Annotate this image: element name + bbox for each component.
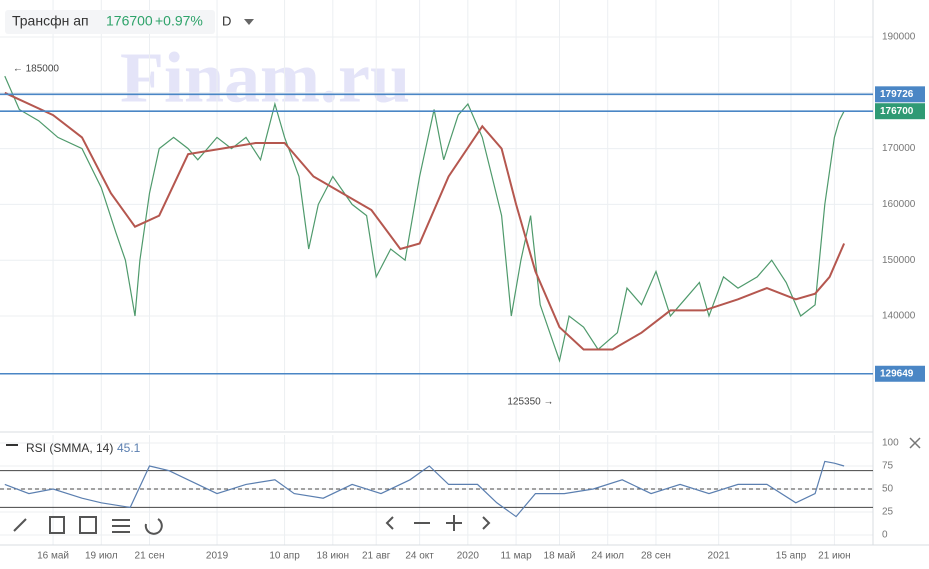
rsi-icon[interactable] — [6, 444, 18, 446]
y-tick-label: 190000 — [882, 32, 916, 43]
x-tick-label: 2021 — [708, 551, 731, 562]
interval[interactable]: D — [222, 13, 231, 28]
level-label: 176700 — [880, 106, 914, 117]
y-tick-label: 150000 — [882, 255, 916, 266]
x-tick-label: 10 апр — [269, 551, 300, 562]
x-tick-label: 2020 — [457, 551, 480, 562]
toolbar — [13, 515, 491, 535]
annotation: 125350 → — [507, 396, 553, 407]
y-tick-label: 50 — [882, 484, 894, 495]
y-tick-label: 140000 — [882, 311, 916, 322]
y-tick-label: 100 — [882, 438, 899, 449]
pan-left[interactable] — [385, 516, 394, 530]
level-label: 179726 — [880, 89, 914, 100]
y-tick-label: 25 — [882, 507, 894, 518]
rsi-value: 45.1 — [117, 441, 141, 455]
reset-tool[interactable] — [144, 518, 163, 535]
y-tick-label: 0 — [882, 530, 888, 541]
x-tick-label: 19 июл — [85, 551, 118, 562]
notes-tool[interactable] — [49, 516, 65, 534]
close-icon[interactable] — [909, 437, 921, 449]
x-tick-label: 21 авг — [362, 551, 391, 562]
y-tick-label: 170000 — [882, 143, 916, 154]
x-tick-label: 21 сен — [135, 551, 165, 562]
price: 176700 — [106, 13, 153, 29]
watermark: Finam.ru — [120, 38, 410, 118]
y-tick-label: 160000 — [882, 199, 916, 210]
add-tool[interactable] — [79, 516, 97, 534]
level-label-box — [875, 86, 925, 103]
x-tick-label: 16 май — [37, 551, 69, 562]
level-label-box — [875, 103, 925, 120]
settings-tool[interactable] — [112, 519, 130, 533]
pan-right[interactable] — [482, 516, 491, 530]
line-series — [4, 75, 845, 363]
level-label-box — [875, 365, 925, 382]
ticker-box[interactable] — [5, 10, 215, 34]
x-tick-label: 18 июн — [317, 551, 350, 562]
x-tick-label: 24 окт — [405, 551, 434, 562]
zoom-in[interactable] — [446, 515, 462, 531]
y-tick-label: 75 — [882, 461, 894, 472]
x-tick-label: 2019 — [206, 551, 229, 562]
x-tick-label: 28 сен — [641, 551, 671, 562]
rsi-title: RSI (SMMA, 14) — [26, 441, 113, 455]
dropdown-arrow[interactable] — [244, 19, 254, 25]
change: +0.97% — [155, 13, 203, 29]
line-series — [4, 460, 845, 518]
level-label: 129649 — [880, 368, 914, 379]
x-tick-label: 11 мар — [500, 551, 532, 562]
x-tick-label: 15 апр — [776, 551, 807, 562]
annotation: ← 185000 — [13, 64, 60, 75]
x-tick-label: 18 май — [544, 551, 576, 562]
x-tick-label: 21 июн — [818, 551, 851, 562]
x-tick-label: 24 июл — [591, 551, 624, 562]
draw-tool[interactable] — [13, 518, 27, 532]
ticker: Трансфн ап — [12, 13, 89, 29]
line-series — [4, 91, 846, 351]
